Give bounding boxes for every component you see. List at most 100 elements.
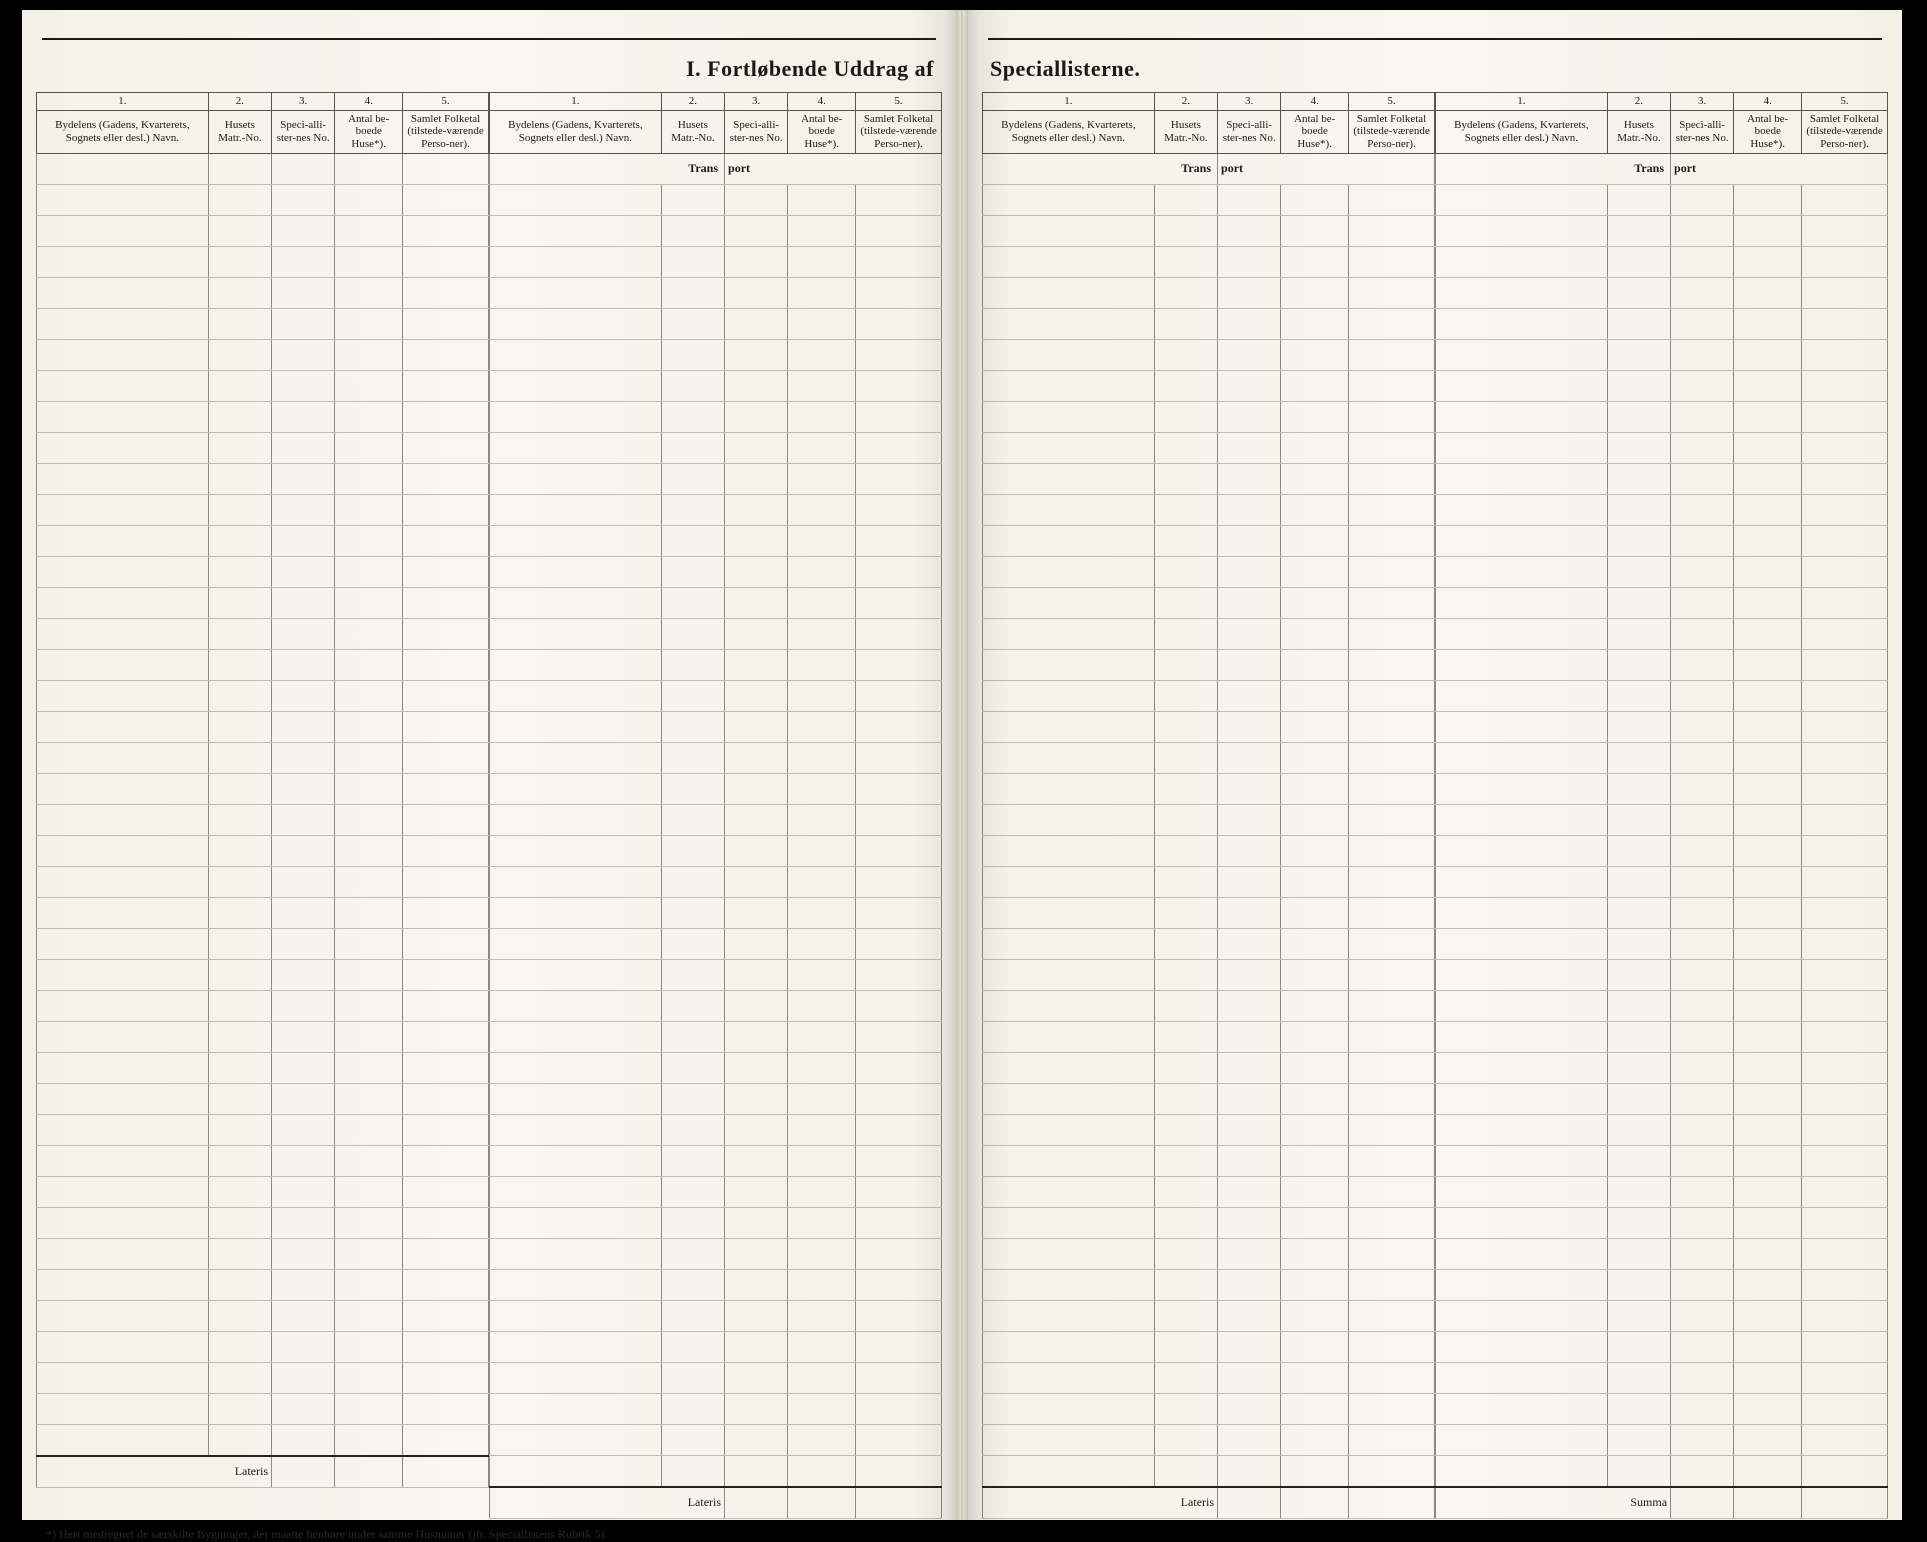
cell (1607, 1362, 1670, 1393)
cell (1734, 525, 1802, 556)
table-row (983, 308, 1435, 339)
cell (1671, 1083, 1734, 1114)
footer-cell (335, 1456, 403, 1488)
cell (856, 1455, 942, 1487)
cell (1671, 277, 1734, 308)
table-row (37, 1331, 489, 1362)
cell (725, 1455, 788, 1487)
cell (403, 1145, 489, 1176)
cell (1671, 680, 1734, 711)
cell (208, 1114, 271, 1145)
table-row (490, 1424, 942, 1455)
cell (661, 1269, 724, 1300)
cell (1349, 990, 1435, 1021)
cell (661, 525, 724, 556)
cell (983, 1145, 1155, 1176)
cell (661, 587, 724, 618)
cell (490, 463, 662, 494)
cell (403, 649, 489, 680)
cell (1281, 525, 1349, 556)
cell (272, 990, 335, 1021)
table-row (37, 773, 489, 804)
cell (856, 401, 942, 432)
cell (661, 339, 724, 370)
cell (208, 1145, 271, 1176)
cell (272, 1269, 335, 1300)
cell (1671, 1114, 1734, 1145)
cell (1734, 1176, 1802, 1207)
cell (983, 432, 1155, 463)
cell (788, 184, 856, 215)
table-row (983, 432, 1435, 463)
table-row (1436, 184, 1888, 215)
table-row (490, 587, 942, 618)
cell (983, 1362, 1155, 1393)
cell (1154, 1424, 1217, 1455)
col-number: 3. (1218, 93, 1281, 111)
cell (208, 1207, 271, 1238)
cell (1671, 1424, 1734, 1455)
table-row (983, 1455, 1435, 1487)
cell (1802, 1083, 1888, 1114)
cell (1349, 587, 1435, 618)
cell (1154, 184, 1217, 215)
cell (37, 1207, 209, 1238)
cell (856, 1083, 942, 1114)
cell (1607, 804, 1670, 835)
cell (403, 773, 489, 804)
cell (1218, 866, 1281, 897)
cell (1349, 1176, 1435, 1207)
col-header: Husets Matr.-No. (661, 110, 724, 153)
cell (335, 680, 403, 711)
cell (1218, 1176, 1281, 1207)
cell (490, 711, 662, 742)
cell (1734, 1393, 1802, 1424)
cell (37, 711, 209, 742)
cell (1154, 1021, 1217, 1052)
cell (788, 1300, 856, 1331)
cell (1607, 1114, 1670, 1145)
cell (1281, 1021, 1349, 1052)
cell (1734, 1021, 1802, 1052)
cell (1349, 1393, 1435, 1424)
cell (403, 990, 489, 1021)
cell (1607, 1300, 1670, 1331)
cell (1802, 618, 1888, 649)
cell (1671, 928, 1734, 959)
cell (1734, 711, 1802, 742)
cell (1802, 1176, 1888, 1207)
cell (1802, 587, 1888, 618)
cell (1607, 742, 1670, 773)
cell (661, 1176, 724, 1207)
cell (788, 370, 856, 401)
cell (725, 215, 788, 246)
cell (1802, 401, 1888, 432)
cell (1734, 1362, 1802, 1393)
cell (856, 184, 942, 215)
cell (1154, 432, 1217, 463)
cell (725, 866, 788, 897)
page-title-left: I. Fortløbende Uddrag af (36, 50, 942, 92)
cell (1802, 1269, 1888, 1300)
cell (788, 215, 856, 246)
cell (37, 1021, 209, 1052)
cell (1281, 649, 1349, 680)
cell (272, 1083, 335, 1114)
cell (403, 680, 489, 711)
cell (335, 804, 403, 835)
cell (1671, 649, 1734, 680)
cell (37, 804, 209, 835)
cell (788, 1424, 856, 1455)
table-row (1436, 215, 1888, 246)
cell (272, 339, 335, 370)
cell (272, 928, 335, 959)
cell (1802, 1393, 1888, 1424)
cell (272, 835, 335, 866)
cell (272, 1362, 335, 1393)
cell (725, 339, 788, 370)
cell (403, 432, 489, 463)
table-row (1436, 556, 1888, 587)
cell (1802, 928, 1888, 959)
cell (490, 1083, 662, 1114)
cell (1218, 1300, 1281, 1331)
